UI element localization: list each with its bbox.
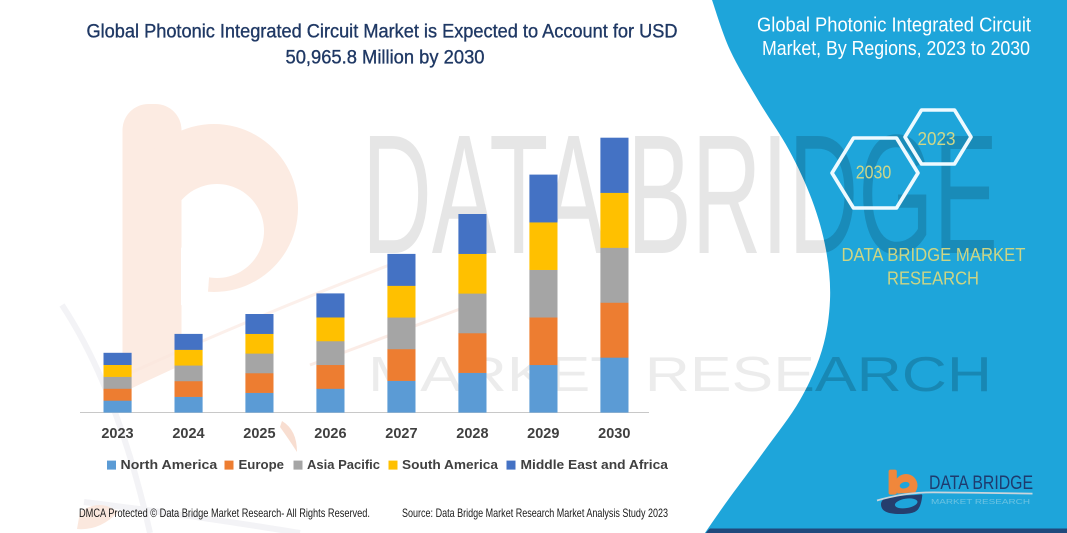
svg-text:2030: 2030 — [598, 426, 630, 442]
svg-text:South America: South America — [402, 457, 499, 472]
svg-text:DATA BRIDGE: DATA BRIDGE — [929, 473, 1033, 494]
svg-text:DATA BRIDGE MARKET: DATA BRIDGE MARKET — [842, 244, 1026, 265]
svg-text:2030: 2030 — [856, 163, 892, 183]
svg-text:2028: 2028 — [456, 426, 488, 442]
svg-text:2024: 2024 — [172, 426, 204, 442]
svg-text:Europe: Europe — [239, 457, 285, 472]
svg-text:Asia Pacific: Asia Pacific — [307, 457, 380, 472]
svg-text:MARKET RESEARCH: MARKET RESEARCH — [931, 499, 1030, 506]
svg-text:2027: 2027 — [385, 426, 417, 442]
svg-text:2026: 2026 — [314, 426, 346, 442]
svg-text:Middle East and Africa: Middle East and Africa — [521, 457, 669, 472]
svg-text:2023: 2023 — [101, 426, 133, 442]
svg-text:DMCA Protected © Data Bridge M: DMCA Protected © Data Bridge Market Rese… — [79, 506, 370, 520]
svg-text:RESEARCH: RESEARCH — [887, 268, 979, 289]
svg-text:2029: 2029 — [527, 426, 559, 442]
svg-text:Source: Data Bridge Market Res: Source: Data Bridge Market Research Mark… — [402, 506, 668, 520]
svg-text:Market, By Regions, 2023 to 20: Market, By Regions, 2023 to 2030 — [762, 37, 1030, 60]
svg-text:2023: 2023 — [918, 129, 956, 149]
svg-text:North America: North America — [121, 457, 219, 472]
svg-text:50,965.8 Million by 2030: 50,965.8 Million by 2030 — [286, 47, 485, 69]
svg-text:Global Photonic Integrated Cir: Global Photonic Integrated Circuit Marke… — [87, 21, 678, 43]
svg-text:Global Photonic Integrated Cir: Global Photonic Integrated Circuit — [757, 14, 1031, 37]
svg-text:2025: 2025 — [243, 426, 275, 442]
